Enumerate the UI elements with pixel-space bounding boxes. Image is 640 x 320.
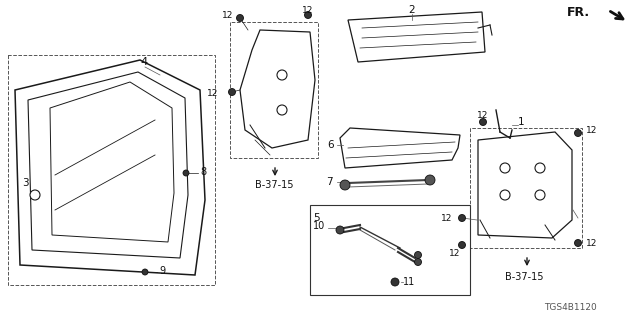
- Circle shape: [458, 242, 465, 249]
- Circle shape: [425, 175, 435, 185]
- Circle shape: [336, 226, 344, 234]
- Circle shape: [500, 163, 510, 173]
- Circle shape: [340, 180, 350, 190]
- Text: 7: 7: [326, 177, 333, 187]
- Text: 12: 12: [449, 249, 461, 258]
- Text: 4: 4: [140, 57, 147, 67]
- Circle shape: [142, 269, 148, 275]
- Circle shape: [458, 214, 465, 221]
- Circle shape: [500, 190, 510, 200]
- Text: FR.: FR.: [567, 5, 590, 19]
- Text: 2: 2: [409, 5, 415, 15]
- Circle shape: [535, 190, 545, 200]
- Circle shape: [415, 252, 422, 259]
- Circle shape: [575, 130, 582, 137]
- Text: 12: 12: [440, 213, 452, 222]
- Text: 8: 8: [200, 167, 206, 177]
- Text: 12: 12: [302, 5, 314, 14]
- Circle shape: [391, 278, 399, 286]
- Circle shape: [305, 12, 312, 19]
- Text: 10: 10: [313, 221, 325, 231]
- Text: 12: 12: [222, 11, 234, 20]
- Text: TGS4B1120: TGS4B1120: [543, 303, 596, 313]
- Text: 6: 6: [328, 140, 334, 150]
- Circle shape: [183, 170, 189, 176]
- Circle shape: [237, 14, 243, 21]
- Text: 9: 9: [159, 266, 165, 276]
- Circle shape: [277, 105, 287, 115]
- Circle shape: [30, 190, 40, 200]
- Text: B-37-15: B-37-15: [255, 180, 294, 190]
- Circle shape: [415, 259, 422, 266]
- Circle shape: [228, 89, 236, 95]
- Circle shape: [277, 70, 287, 80]
- Text: 1: 1: [518, 117, 525, 127]
- Text: 3: 3: [22, 178, 29, 188]
- Text: 12: 12: [477, 110, 489, 119]
- Text: 11: 11: [403, 277, 415, 287]
- Circle shape: [479, 118, 486, 125]
- Circle shape: [535, 163, 545, 173]
- Text: B-37-15: B-37-15: [505, 272, 543, 282]
- Text: 12: 12: [586, 125, 597, 134]
- Text: 12: 12: [207, 89, 218, 98]
- Text: 5: 5: [313, 213, 319, 223]
- Circle shape: [575, 239, 582, 246]
- Text: 12: 12: [586, 238, 597, 247]
